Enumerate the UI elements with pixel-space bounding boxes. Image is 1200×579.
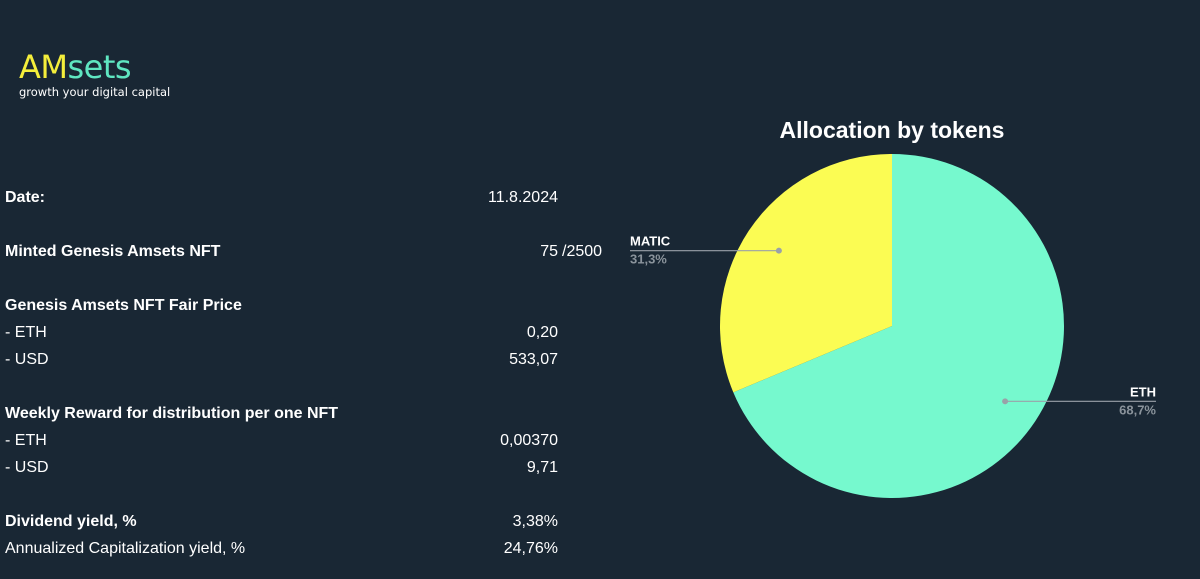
weekly-reward-eth-row: - ETH 0,00370 xyxy=(5,430,605,452)
pie-slice-eth xyxy=(733,154,1064,498)
minted-label: Minted Genesis Amsets NFT xyxy=(5,243,221,260)
weekly-reward-usd-row: - USD 9,71 xyxy=(5,457,605,479)
annualized-label: Annualized Capitalization yield, % xyxy=(5,540,246,557)
minted-value: 75 xyxy=(540,243,558,260)
fair-price-eth-row: - ETH 0,20 xyxy=(5,322,605,344)
fair-price-eth-label: - ETH xyxy=(5,324,47,341)
weekly-reward-heading-row: Weekly Reward for distribution per one N… xyxy=(5,403,605,425)
pie-slice-matic xyxy=(720,154,892,393)
weekly-reward-heading: Weekly Reward for distribution per one N… xyxy=(5,405,339,422)
slice-name-matic: MATIC xyxy=(630,234,671,249)
fair-price-eth-value: 0,20 xyxy=(526,324,558,341)
logo-am: AM xyxy=(19,48,68,86)
slice-percent-eth: 68,7% xyxy=(1119,402,1156,417)
weekly-reward-usd-value: 9,71 xyxy=(526,459,558,476)
dividend-label: Dividend yield, % xyxy=(5,513,137,530)
date-label: Date: xyxy=(5,189,46,206)
dividend-row: Dividend yield, % 3,38% xyxy=(5,511,605,533)
annualized-value: 24,76% xyxy=(503,540,558,557)
date-value: 11.8.2024 xyxy=(488,189,558,206)
chart-title: Allocation by tokens xyxy=(779,117,1005,143)
slice-percent-matic: 31,3% xyxy=(630,252,667,267)
leader-dot-eth xyxy=(1002,398,1009,405)
fair-price-heading: Genesis Amsets NFT Fair Price xyxy=(5,297,242,314)
amsets-logo: AMsets growth your digital capital xyxy=(19,48,170,99)
weekly-reward-eth-value: 0,00370 xyxy=(500,432,558,449)
minted-row: Minted Genesis Amsets NFT 75 /2500 xyxy=(5,241,605,263)
fair-price-usd-label: - USD xyxy=(5,351,49,368)
fair-price-usd-value: 533,07 xyxy=(509,351,558,368)
annualized-row: Annualized Capitalization yield, % 24,76… xyxy=(5,538,605,560)
logo-tagline: growth your digital capital xyxy=(19,85,171,99)
date-row: Date: 11.8.2024 xyxy=(5,187,605,209)
weekly-reward-eth-label: - ETH xyxy=(5,432,47,449)
minted-total: /2500 xyxy=(562,243,603,260)
fair-price-heading-row: Genesis Amsets NFT Fair Price xyxy=(5,295,605,317)
logo-wordmark: AMsets xyxy=(19,48,170,86)
weekly-reward-usd-label: - USD xyxy=(5,459,49,476)
pie-chart: ETH 68,7% MATIC 31,3% xyxy=(630,154,1156,498)
dividend-value: 3,38% xyxy=(512,513,558,530)
slice-name-eth: ETH xyxy=(1130,384,1156,399)
leader-dot-matic xyxy=(775,247,782,254)
logo-sets: sets xyxy=(67,48,132,86)
fair-price-usd-row: - USD 533,07 xyxy=(5,349,605,371)
